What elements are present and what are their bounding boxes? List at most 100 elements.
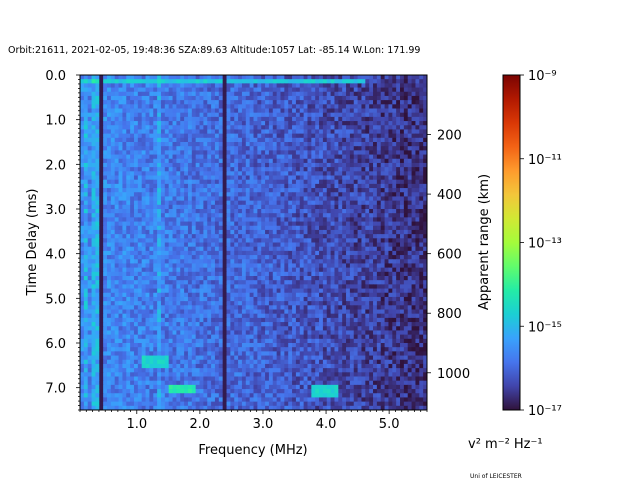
heatmap-cell: [172, 112, 177, 118]
heatmap-cell: [311, 246, 316, 252]
heatmap-cell: [207, 242, 212, 248]
heatmap-cell: [214, 296, 220, 302]
heatmap-cell: [280, 150, 285, 156]
heatmap-cell: [226, 284, 231, 290]
heatmap-cell: [253, 263, 258, 269]
heatmap-cell: [419, 280, 424, 285]
heatmap-cell: [99, 234, 104, 239]
heatmap-cell: [326, 267, 332, 273]
heatmap-cell: [195, 242, 201, 248]
heatmap-cell: [380, 150, 386, 156]
heatmap-cell: [292, 79, 297, 84]
heatmap-cell: [369, 87, 374, 93]
heatmap-cell: [87, 221, 93, 227]
heatmap-cell: [284, 121, 289, 126]
heatmap-cell: [330, 292, 335, 298]
heatmap-cell: [280, 271, 285, 277]
heatmap-cell: [153, 116, 158, 122]
heatmap-cell: [172, 125, 177, 130]
heatmap-cell: [342, 91, 347, 97]
heatmap-cell: [276, 225, 281, 231]
heatmap-cell: [334, 175, 339, 181]
heatmap-cell: [346, 104, 351, 109]
heatmap-cell: [172, 154, 177, 160]
heatmap-cell: [407, 192, 413, 197]
heatmap-cell: [407, 246, 413, 252]
heatmap-cell: [91, 171, 96, 176]
heatmap-cell: [388, 204, 393, 210]
heatmap-cell: [122, 242, 127, 248]
heatmap-cell: [226, 179, 231, 185]
heatmap-cell: [103, 188, 108, 193]
heatmap-cell: [172, 104, 177, 109]
heatmap-cell: [83, 246, 89, 252]
heatmap-cell: [369, 95, 374, 101]
heatmap-cell: [423, 171, 427, 176]
heatmap-cell: [91, 162, 96, 168]
heatmap-cell: [176, 137, 181, 143]
heatmap-cell: [276, 162, 281, 168]
heatmap-cell: [191, 200, 197, 206]
heatmap-cell: [230, 108, 235, 114]
heatmap-cell: [110, 75, 116, 80]
heatmap-cell: [265, 183, 270, 189]
heatmap-cell: [357, 104, 362, 109]
heatmap-cell: [195, 129, 201, 135]
heatmap-cell: [376, 225, 382, 231]
heatmap-cell: [168, 142, 174, 147]
heatmap-cell: [280, 238, 285, 243]
heatmap-cell: [172, 158, 177, 164]
heatmap-cell: [153, 146, 158, 151]
heatmap-cell: [122, 213, 127, 218]
heatmap-cell: [114, 209, 120, 214]
heatmap-cell: [226, 129, 231, 135]
heatmap-cell: [346, 263, 351, 269]
heatmap-cell: [338, 121, 343, 126]
heatmap-cell: [106, 79, 112, 84]
heatmap-cell: [226, 79, 231, 84]
heatmap-cell: [241, 100, 247, 105]
heatmap-cell: [349, 284, 355, 290]
heatmap-cell: [292, 238, 297, 243]
heatmap-cell: [257, 221, 262, 227]
heatmap-cell: [423, 267, 427, 273]
heatmap-cell: [322, 188, 328, 193]
heatmap-cell: [110, 104, 116, 109]
heatmap-cell: [95, 83, 100, 89]
heatmap-cell: [91, 204, 96, 210]
heatmap-cell: [184, 116, 189, 122]
heatmap-cell: [110, 79, 116, 84]
heatmap-cell: [257, 246, 262, 252]
heatmap-cell: [207, 87, 212, 93]
heatmap-cell: [253, 188, 258, 193]
heatmap-cell: [83, 255, 89, 260]
heatmap-cell: [103, 150, 108, 156]
heatmap-cell: [83, 213, 89, 218]
heatmap-cell: [137, 112, 143, 118]
heatmap-cell: [299, 116, 305, 122]
heatmap-cell: [114, 91, 120, 97]
heatmap-cell: [141, 133, 147, 139]
heatmap-cell: [384, 229, 389, 235]
heatmap-cell: [265, 259, 270, 264]
heatmap-cell: [342, 296, 347, 302]
heatmap-cell: [207, 125, 212, 130]
heatmap-cell: [118, 255, 123, 260]
heatmap-cell: [268, 234, 274, 239]
heatmap-cell: [315, 280, 320, 285]
heatmap-cell: [91, 225, 96, 231]
heatmap-cell: [353, 280, 359, 285]
heatmap-cell: [199, 179, 204, 185]
heatmap-cell: [384, 95, 389, 101]
heatmap-cell: [253, 229, 258, 235]
heatmap-cell: [330, 263, 335, 269]
heatmap-cell: [415, 154, 420, 160]
heatmap-cell: [346, 150, 351, 156]
heatmap-cell: [184, 255, 189, 260]
heatmap-cell: [203, 79, 208, 84]
heatmap-cell: [307, 271, 312, 277]
heatmap-cell: [265, 171, 270, 176]
heatmap-cell: [392, 238, 397, 243]
heatmap-cell: [307, 154, 312, 160]
heatmap-cell: [114, 225, 120, 231]
